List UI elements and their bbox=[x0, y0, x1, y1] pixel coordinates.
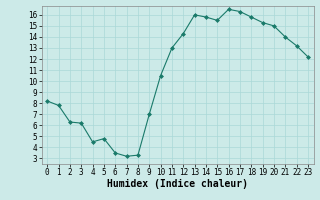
X-axis label: Humidex (Indice chaleur): Humidex (Indice chaleur) bbox=[107, 179, 248, 189]
